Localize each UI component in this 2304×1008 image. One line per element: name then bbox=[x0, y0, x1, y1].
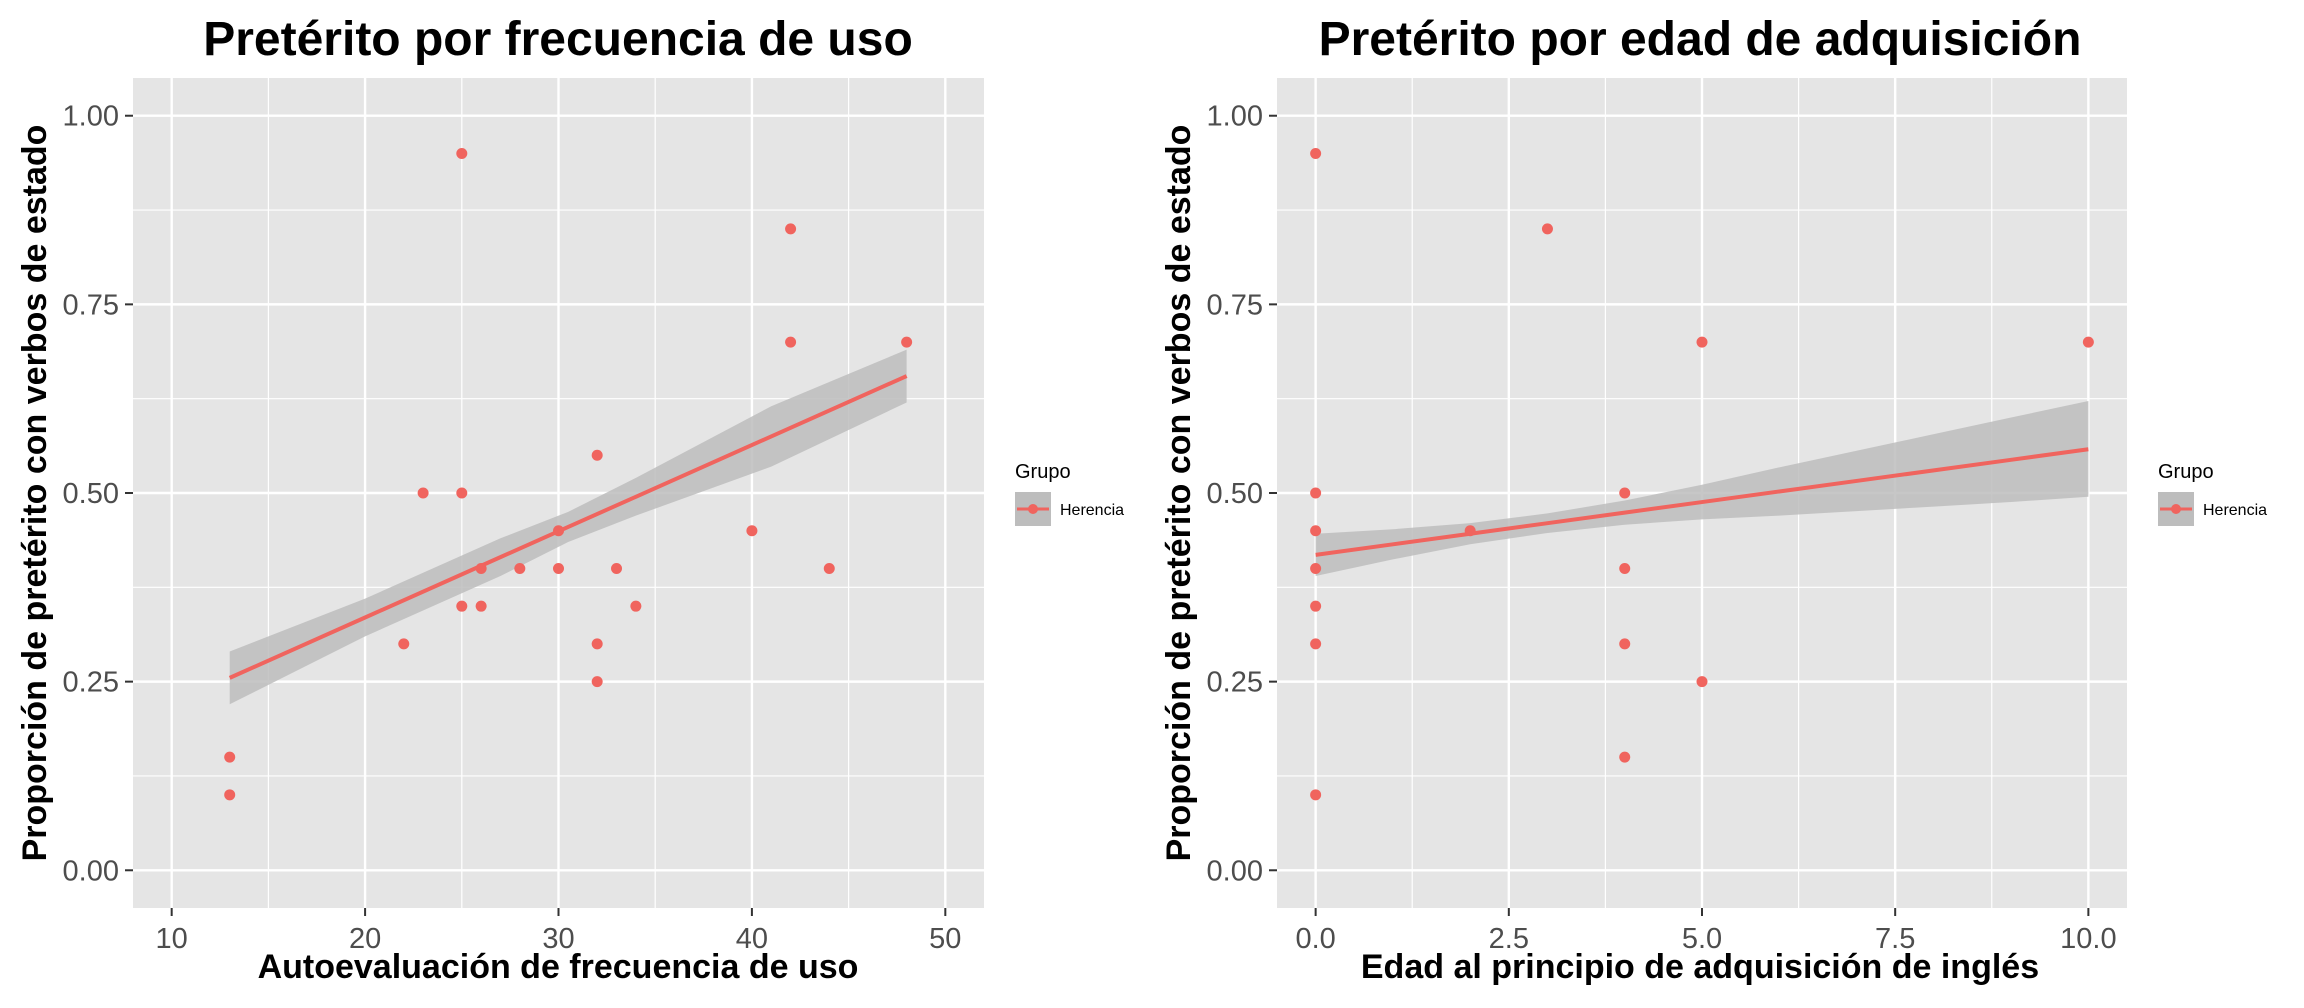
x-axis-title: Autoevaluación de frecuencia de uso bbox=[258, 948, 859, 986]
data-point bbox=[823, 562, 835, 574]
y-tick-label: 0.00 bbox=[63, 855, 119, 887]
data-point bbox=[456, 487, 468, 499]
legend-label: Herencia bbox=[1060, 502, 1124, 519]
legend: Grupo Herencia bbox=[2158, 461, 2267, 526]
x-tick-label: 10.0 bbox=[2060, 923, 2116, 955]
data-point bbox=[1619, 638, 1631, 650]
data-point bbox=[591, 638, 603, 650]
y-axis-ticks: 0.00 0.25 0.50 0.75 1.00 bbox=[1207, 101, 1277, 887]
data-point bbox=[1541, 223, 1553, 235]
x-axis-ticks: 10 20 30 40 50 bbox=[156, 908, 961, 955]
legend-key-point bbox=[2171, 504, 2181, 514]
data-point bbox=[591, 676, 603, 688]
points-layer bbox=[224, 147, 913, 801]
data-point bbox=[1310, 638, 1322, 650]
data-point bbox=[746, 525, 758, 537]
grid-major bbox=[133, 78, 984, 908]
data-point bbox=[456, 147, 468, 159]
data-point bbox=[475, 600, 487, 612]
data-point bbox=[1310, 562, 1322, 574]
x-tick-label: 50 bbox=[929, 923, 961, 955]
points-layer bbox=[1310, 147, 2094, 801]
data-point bbox=[785, 336, 797, 348]
data-point bbox=[2082, 336, 2094, 348]
x-tick-label: 10 bbox=[156, 923, 188, 955]
chart-title: Pretérito por frecuencia de uso bbox=[203, 13, 913, 66]
y-tick-label: 1.00 bbox=[1207, 101, 1263, 133]
data-point bbox=[456, 600, 468, 612]
chart-title: Pretérito por edad de adquisición bbox=[1319, 13, 2082, 66]
legend: Grupo Herencia bbox=[1015, 461, 1124, 526]
x-tick-label: 40 bbox=[736, 923, 768, 955]
confidence-ribbon bbox=[1315, 400, 2089, 576]
data-point bbox=[611, 562, 623, 574]
x-tick-label: 7.5 bbox=[1875, 923, 1915, 955]
regression-line bbox=[228, 374, 908, 680]
y-tick-label: 1.00 bbox=[63, 101, 119, 133]
fit-line-layer bbox=[228, 374, 908, 680]
data-point bbox=[1310, 789, 1322, 801]
data-point bbox=[1696, 336, 1708, 348]
data-point bbox=[553, 525, 564, 537]
data-point bbox=[475, 562, 487, 574]
data-point bbox=[224, 789, 236, 801]
data-point bbox=[417, 487, 429, 499]
data-point bbox=[514, 562, 526, 574]
x-axis-ticks: 0.0 2.5 5.0 7.5 10.0 bbox=[1295, 908, 2117, 955]
data-point bbox=[901, 336, 913, 348]
y-tick-label: 0.75 bbox=[63, 289, 119, 321]
data-point bbox=[785, 223, 797, 235]
data-point bbox=[1696, 676, 1708, 688]
chart-panel-edad: Pretérito por edad de adquisición 0.0 2.5… bbox=[1160, 13, 2267, 986]
y-tick-label: 0.25 bbox=[63, 667, 119, 699]
y-axis-title: Proporción de pretérito con verbos de es… bbox=[1160, 125, 1198, 862]
x-axis-title: Edad al principio de adquisición de ingl… bbox=[1361, 948, 2039, 986]
legend-key-point bbox=[1028, 504, 1038, 514]
legend-title: Grupo bbox=[2158, 461, 2214, 483]
x-tick-label: 0.0 bbox=[1295, 923, 1335, 955]
data-point bbox=[1619, 487, 1631, 499]
y-tick-label: 0.00 bbox=[1207, 855, 1263, 887]
data-point bbox=[1310, 147, 1322, 159]
data-point bbox=[630, 600, 642, 612]
fit-line-layer bbox=[1315, 447, 2089, 557]
data-point bbox=[1310, 525, 1322, 537]
data-point bbox=[591, 449, 603, 461]
data-point bbox=[398, 638, 410, 650]
data-point bbox=[1619, 751, 1631, 763]
confidence-ribbon-layer bbox=[1315, 400, 2089, 576]
y-axis-title: Proporción de pretérito con verbos de es… bbox=[16, 125, 54, 862]
data-point bbox=[1619, 562, 1631, 574]
legend-title: Grupo bbox=[1015, 461, 1071, 483]
data-point bbox=[1310, 600, 1322, 612]
x-tick-label: 5.0 bbox=[1682, 923, 1722, 955]
regression-line bbox=[1315, 447, 2089, 557]
data-point bbox=[224, 751, 236, 763]
x-tick-label: 30 bbox=[542, 923, 574, 955]
y-tick-label: 0.50 bbox=[63, 478, 119, 510]
y-tick-label: 0.75 bbox=[1207, 289, 1263, 321]
y-axis-ticks: 0.00 0.25 0.50 0.75 1.00 bbox=[63, 101, 133, 887]
x-tick-label: 2.5 bbox=[1489, 923, 1529, 955]
chart-panel-frecuencia: Pretérito por frecuencia de uso 10 20 30 40… bbox=[16, 13, 1124, 986]
y-tick-label: 0.50 bbox=[1207, 478, 1263, 510]
data-point bbox=[553, 562, 564, 574]
y-tick-label: 0.25 bbox=[1207, 667, 1263, 699]
x-tick-label: 20 bbox=[349, 923, 381, 955]
data-point bbox=[1310, 487, 1322, 499]
legend-label: Herencia bbox=[2203, 502, 2267, 519]
data-point bbox=[1464, 525, 1476, 537]
